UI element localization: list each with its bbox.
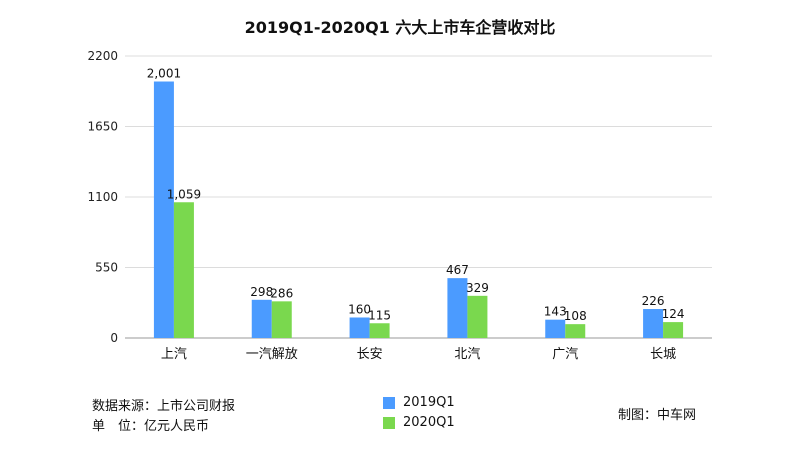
legend-label-2019q1: 2019Q1 [403,395,455,410]
data-label: 108 [564,309,587,323]
legend-label-2020q1: 2020Q1 [403,415,455,430]
x-axis-ticks: 上汽 一汽解放 长安 北汽 广汽 长城 [161,347,676,362]
bar-2019q1 [349,317,370,338]
bar-2019q1 [153,81,174,338]
data-label: 1,059 [167,187,201,201]
chart-title: 2019Q1-2020Q1 六大上市车企营收对比 [244,18,556,37]
grid-lines [125,55,712,339]
legend-swatch-2019q1 [383,396,395,409]
bar-2020q1 [173,202,194,338]
bar-2019q1 [447,278,468,338]
bar-2019q1 [251,299,272,338]
bar-2020q1 [467,295,488,338]
bar-2020q1 [663,322,684,338]
x-tick-label: 一汽解放 [246,347,298,362]
x-tick-label: 北汽 [454,347,480,362]
bar-2020q1 [271,301,292,338]
x-tick-label: 上汽 [161,347,187,362]
data-label: 124 [662,307,685,321]
data-label: 329 [466,281,489,295]
y-tick-label: 2200 [87,49,118,63]
legend-swatch-2020q1 [383,416,395,429]
chart-credit: 制图：中车网 [618,408,697,423]
data-label: 115 [368,308,391,322]
data-label: 160 [348,302,371,316]
legend-item-2020q1: 2020Q1 [383,415,455,430]
bar-2020q1 [369,323,390,338]
data-label: 143 [544,305,567,319]
x-tick-label: 广汽 [552,347,578,362]
y-tick-label: 550 [95,261,118,275]
unit-note: 单 位：亿元人民币 [92,419,210,434]
y-tick-label: 0 [110,331,118,345]
x-tick-label: 长安 [357,347,383,362]
x-tick-label: 长城 [650,347,676,362]
legend-item-2019q1: 2019Q1 [383,395,455,410]
data-label: 2,001 [147,67,181,81]
data-label: 298 [250,285,273,299]
data-source-note: 数据来源：上市公司财报 [92,399,236,414]
y-tick-label: 1100 [87,190,118,204]
bar-2019q1 [643,309,664,338]
data-label: 467 [446,263,469,277]
y-tick-label: 1650 [87,120,118,134]
data-label: 286 [270,286,293,300]
bars [153,81,684,338]
y-axis-ticks: 0 550 1100 1650 2200 [87,49,118,345]
bar-2019q1 [545,319,566,338]
data-label: 226 [642,294,665,308]
bar-2020q1 [565,324,586,338]
